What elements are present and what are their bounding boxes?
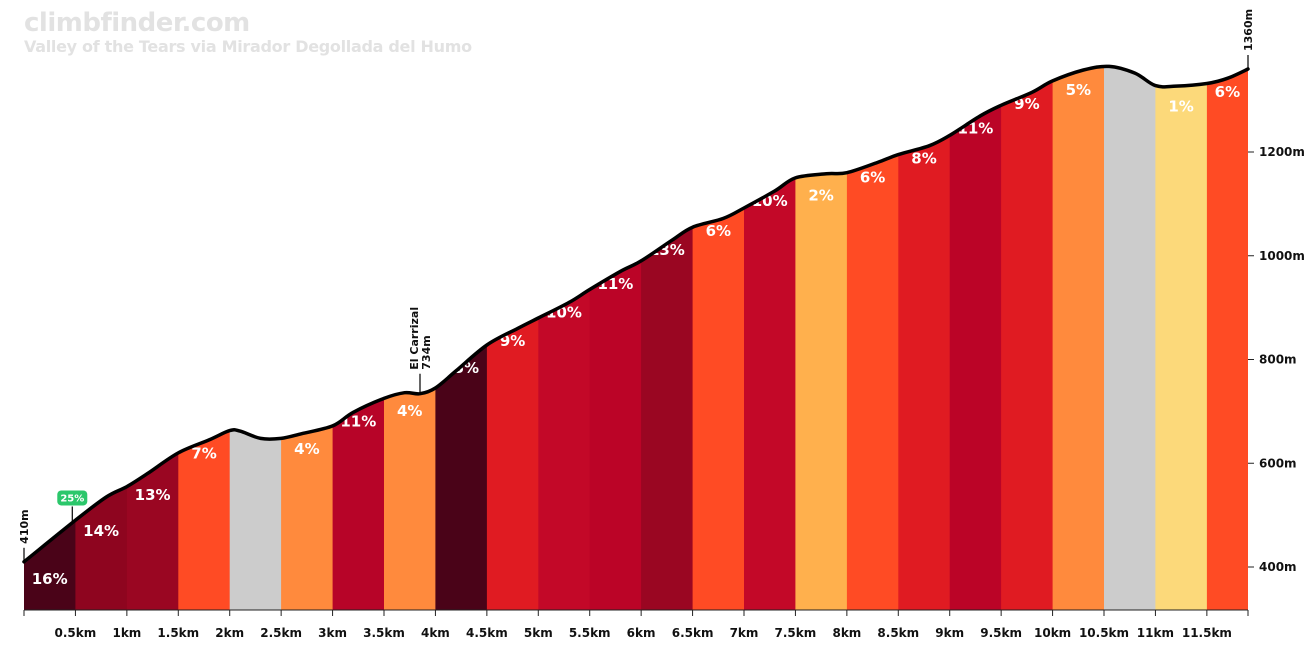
x-tick-label: 4.5km [466, 626, 508, 640]
x-tick-label: 4km [421, 626, 450, 640]
chart-subtitle: Valley of the Tears via Mirador Degollad… [24, 37, 472, 56]
segment-grade-label: 13% [649, 241, 685, 259]
segment-grade-label: 6% [1215, 83, 1240, 101]
gradient-segment [898, 66, 951, 610]
y-tick-label: 800m [1259, 353, 1297, 367]
gradient-segment [332, 66, 385, 610]
x-tick-label: 8.5km [877, 626, 919, 640]
x-tick-label: 7.5km [775, 626, 817, 640]
start-elevation-label: 410m [18, 509, 31, 543]
y-tick-label: 400m [1259, 560, 1297, 574]
x-tick-label: 1.5km [157, 626, 199, 640]
gradient-segment [949, 66, 1002, 610]
segment-grade-label: 7% [191, 445, 216, 463]
gradient-segment [1052, 66, 1105, 610]
gradient-segment [1001, 66, 1053, 610]
gradient-segment [435, 66, 488, 610]
x-tick-label: 3.5km [363, 626, 405, 640]
gradient-segment [486, 66, 539, 610]
segment-grade-label: 9% [500, 332, 525, 350]
x-tick-label: 5km [524, 626, 553, 640]
x-tick-label: 11km [1137, 626, 1174, 640]
gradient-segment [229, 66, 282, 610]
gradient-segment [75, 66, 128, 610]
segment-grade-label: 13% [135, 486, 171, 504]
y-tick-label: 1000m [1259, 249, 1305, 263]
segment-grade-label: 4% [294, 440, 319, 458]
gradient-segment [384, 66, 436, 610]
x-tick-label: 8km [832, 626, 861, 640]
gradient-segment [1104, 66, 1156, 610]
gradient-segment [641, 66, 693, 610]
gradient-segment [795, 66, 848, 610]
segment-grade-label: 4% [397, 402, 422, 420]
profile-line [22, 64, 1250, 564]
segment-grade-label: 8% [911, 149, 936, 167]
x-tick-label: 2.5km [260, 626, 302, 640]
segment-grade-label: 10% [752, 192, 788, 210]
brand-watermark: climbfinder.com [24, 8, 250, 38]
gradient-segment [1206, 66, 1248, 610]
segment-grade-label: 5% [1066, 81, 1091, 99]
x-tick-label: 10.5km [1079, 626, 1129, 640]
gradient-segment [1155, 66, 1208, 610]
y-tick-label: 600m [1259, 456, 1297, 470]
max-grade-badge [57, 490, 88, 506]
x-tick-label: 5.5km [569, 626, 611, 640]
gradient-segment [692, 66, 745, 610]
segment-grade-label: 1% [1168, 98, 1193, 116]
segment-grade-label: 9% [1014, 95, 1039, 113]
segment-grade-label: 2% [808, 187, 833, 205]
gradient-segment [744, 66, 796, 610]
x-tick-label: 2km [215, 626, 244, 640]
segment-grade-label: 11% [597, 275, 633, 293]
x-tick-label: 11.5km [1182, 626, 1232, 640]
max-grade-badge-label: 25% [60, 493, 84, 504]
gradient-segment [126, 66, 179, 610]
gradient-segment [589, 66, 642, 610]
x-tick-label: 9km [935, 626, 964, 640]
x-tick-label: 7km [730, 626, 759, 640]
segment-grade-label: 6% [706, 222, 731, 240]
poi-elevation-label: 734m [420, 335, 433, 369]
segment-grade-label: 6% [860, 169, 885, 187]
x-tick-label: 9.5km [980, 626, 1022, 640]
gradient-segment [178, 66, 231, 610]
x-tick-label: 10km [1034, 626, 1071, 640]
end-elevation-label: 1360m [1242, 9, 1255, 51]
x-tick-label: 1km [112, 626, 141, 640]
poi-name-label: El Carrizal [408, 307, 421, 370]
gradient-segment [281, 66, 333, 610]
segment-grade-label: 11% [340, 412, 376, 430]
segment-grade-label: 14% [83, 522, 119, 540]
x-tick-label: 3km [318, 626, 347, 640]
segment-grade-label: 16% [32, 570, 68, 588]
x-tick-label: 6.5km [672, 626, 714, 640]
x-tick-label: 6km [627, 626, 656, 640]
gradient-segment [24, 66, 76, 610]
gradient-segment [846, 66, 899, 610]
x-tick-label: 0.5km [55, 626, 97, 640]
y-tick-label: 1200m [1259, 145, 1305, 159]
